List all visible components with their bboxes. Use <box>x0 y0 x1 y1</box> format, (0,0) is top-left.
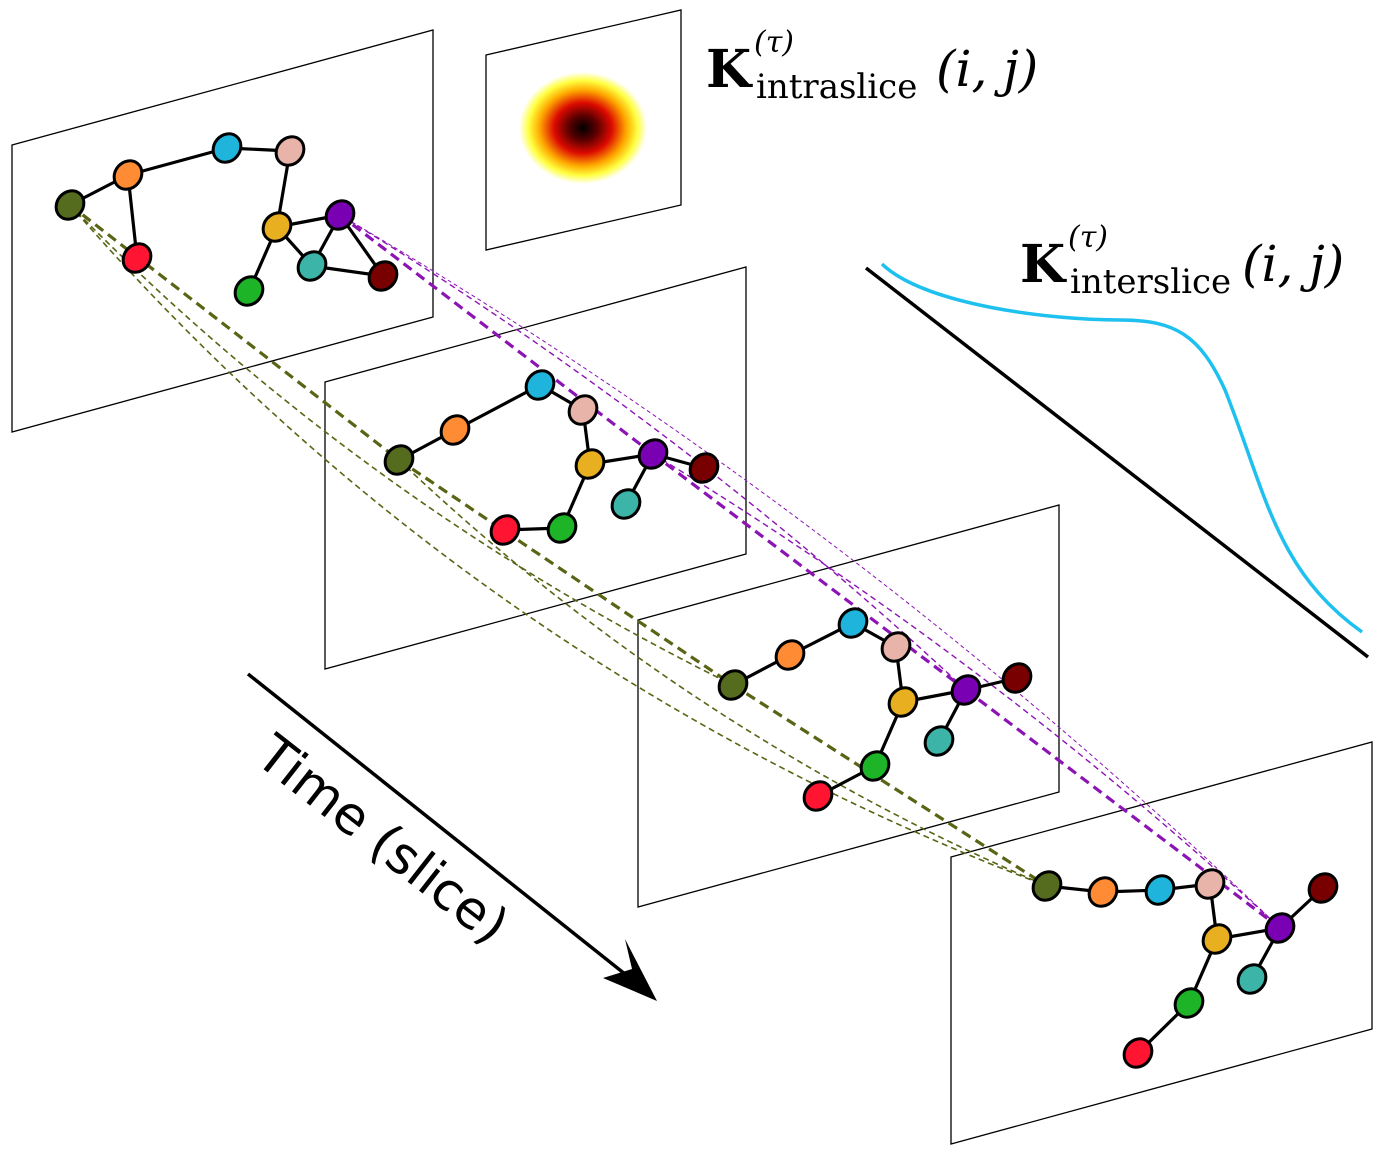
interslice-kernel-symbol: K <box>1020 239 1065 291</box>
intraslice-kernel-args: (i, j) <box>936 44 1038 94</box>
time-axis-arrowhead <box>603 939 657 1001</box>
interslice-kernel-superscript: (τ) <box>1068 223 1108 253</box>
intraslice-kernel-subscript: intraslice <box>756 70 917 104</box>
gaussian-kernel-heatmap <box>519 72 647 184</box>
interslice-kernel-label: K (τ) interslice (i, j) <box>1020 233 1380 303</box>
interslice-kernel-args: (i, j) <box>1242 239 1344 289</box>
intraslice-kernel-symbol: K <box>706 44 751 96</box>
interslice-kernel-subscript: interslice <box>1070 265 1231 299</box>
time-axis-arrow-shaft <box>248 674 640 986</box>
intraslice-kernel-label: K (τ) intraslice (i, j) <box>706 38 1046 108</box>
intraslice-kernel-superscript: (τ) <box>754 28 794 58</box>
